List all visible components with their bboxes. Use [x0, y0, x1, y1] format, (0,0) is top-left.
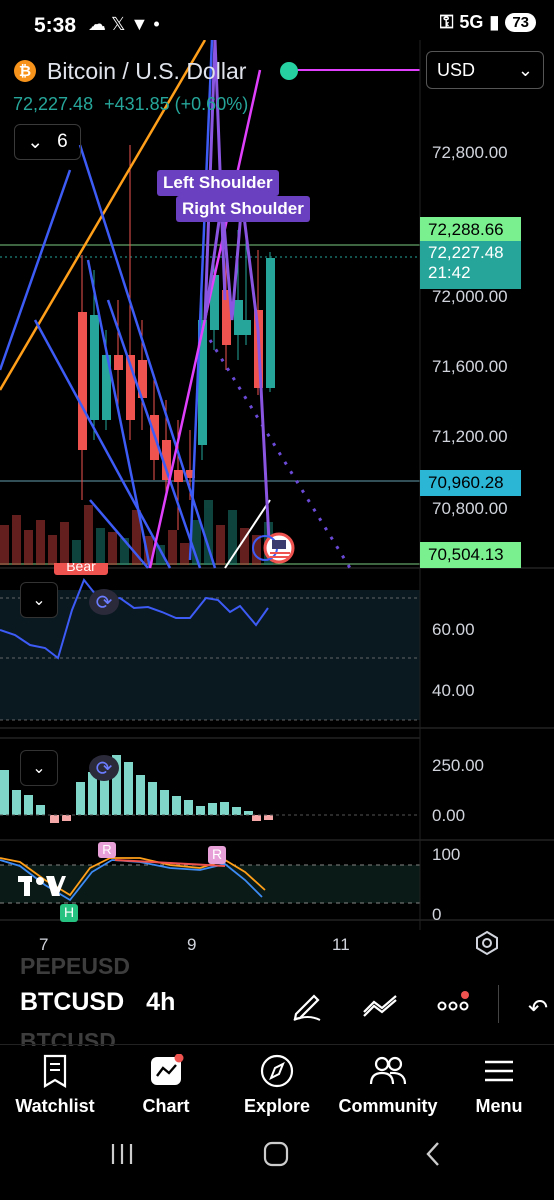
- nav-label: Explore: [243, 1096, 311, 1116]
- chevron-down-icon: ⌄: [27, 131, 44, 153]
- head-shoulders-pattern: [203, 199, 272, 561]
- stoch-axis-label: 0: [432, 905, 442, 924]
- stoch-k-line: [0, 857, 266, 897]
- symbol-ghost-below: BTCUSD: [20, 1028, 116, 1046]
- nav-label: Chart: [142, 1096, 190, 1116]
- stoch-marker-r: R: [208, 846, 226, 864]
- symbol-title[interactable]: Bitcoin / U.S. Dollar: [47, 58, 247, 84]
- price-change: +431.85 (+0.60%): [104, 94, 249, 114]
- nav-community[interactable]: Community: [333, 1054, 443, 1117]
- current-price-value: 72,227.48: [428, 243, 504, 262]
- volume-bars: [0, 500, 273, 565]
- stoch-band: [0, 865, 420, 903]
- blue-trendline-3: [0, 169, 72, 371]
- macd-axis-label: 250.00: [432, 756, 484, 775]
- network-type: 5G: [459, 12, 484, 32]
- chart-icon: [151, 1054, 184, 1085]
- rsi-line: [0, 578, 269, 660]
- compass-icon: [260, 1054, 294, 1088]
- price-axis-label: 71,600.00: [432, 357, 508, 376]
- key-icon: ⚿: [439, 12, 454, 32]
- price-tag-blue: 70,960.28: [420, 470, 521, 496]
- nav-divider: [0, 1044, 554, 1045]
- symbol-ghost-above: PEPEUSD: [20, 958, 130, 979]
- bitcoin-icon: ₿: [14, 60, 36, 82]
- macd-axis-label: 0.00: [432, 806, 466, 825]
- blue-trendline-2: [33, 319, 172, 569]
- settings-icon[interactable]: [474, 930, 500, 961]
- rsi-axis-label: 60.00: [432, 620, 475, 639]
- undo-icon[interactable]: ↶: [528, 995, 549, 1022]
- rsi-axis-label: 40.00: [432, 681, 475, 700]
- bear-label[interactable]: Bear: [54, 563, 108, 575]
- status-bar: 5:38 ☁ 𝕏 ▼ • ⚿ 5G ▮ 73: [0, 0, 554, 52]
- chevron-down-icon: ⌄: [32, 760, 46, 777]
- refresh-icon[interactable]: ⟳: [89, 755, 119, 781]
- macd-histogram: [0, 755, 253, 815]
- chevron-down-icon: ⌄: [517, 59, 533, 80]
- chevron-down-icon: ⌄: [32, 592, 46, 609]
- refresh-icon[interactable]: ⟳: [89, 589, 119, 615]
- trend-lines: [0, 40, 352, 569]
- price-axis-label: 70,800.00: [432, 499, 508, 518]
- interval-label[interactable]: 4h: [146, 988, 176, 1016]
- current-price-tag: 72,227.48 21:42: [420, 241, 521, 289]
- recent-apps-icon[interactable]: [108, 1140, 136, 1173]
- price-tag-lower: 70,504.13: [420, 542, 521, 568]
- last-price: 72,227.48: [13, 94, 94, 114]
- currency-select[interactable]: USD ⌄: [426, 51, 544, 89]
- time-axis-label: 9: [187, 935, 197, 954]
- home-icon[interactable]: [262, 1140, 290, 1173]
- nav-menu[interactable]: Menu: [444, 1054, 554, 1117]
- price-tag-upper: 72,288.66: [420, 217, 521, 243]
- symbol-row[interactable]: BTCUSD 4h: [20, 988, 175, 1017]
- right-shoulder-label[interactable]: Right Shoulder: [176, 196, 310, 222]
- stoch-axis-label: 100: [432, 845, 461, 864]
- left-shoulder-label[interactable]: Left Shoulder: [157, 170, 279, 196]
- indicators-icon[interactable]: [362, 992, 400, 1023]
- signal-icon: ▮: [489, 12, 500, 32]
- price-summary: 72,227.48 +431.85 (+0.60%): [13, 94, 248, 115]
- notification-icons: ☁ 𝕏 ▼ •: [88, 14, 160, 34]
- hamburger-menu-icon: [485, 1060, 513, 1082]
- price-axis-label: 71,200.00: [432, 427, 508, 446]
- status-time: 5:38: [34, 14, 77, 37]
- draw-pencil-icon[interactable]: [290, 988, 324, 1027]
- toolbar-divider: [498, 985, 499, 1023]
- time-axis-label: 11: [332, 935, 350, 954]
- current-time-value: 21:42: [428, 263, 471, 282]
- battery-level: 73: [505, 13, 536, 32]
- stoch-marker-r: R: [98, 842, 116, 858]
- indicator-count: 6: [57, 131, 68, 152]
- nav-label: Menu: [475, 1096, 523, 1116]
- nav-label: Community: [338, 1096, 438, 1116]
- symbol-name[interactable]: BTCUSD: [20, 988, 125, 1016]
- indicator-collapse-button[interactable]: ⌄ 6: [14, 124, 81, 160]
- nav-watchlist[interactable]: Watchlist: [0, 1054, 110, 1117]
- price-axis-label: 72,000.00: [432, 287, 508, 306]
- dotted-neckline: [208, 339, 352, 569]
- price-axis-label: 72,800.00: [432, 143, 508, 162]
- currency-value: USD: [437, 59, 476, 80]
- stoch-marker-h: H: [60, 904, 78, 922]
- rsi-collapse-button[interactable]: ⌄: [20, 582, 58, 618]
- white-line: [224, 499, 271, 569]
- chart-canvas[interactable]: [0, 40, 554, 960]
- macd-collapse-button[interactable]: ⌄: [20, 750, 58, 786]
- watchlist-icon: [43, 1054, 67, 1088]
- nav-chart[interactable]: Chart: [111, 1054, 221, 1117]
- rsi-pane-bg: [0, 590, 420, 720]
- status-right: ⚿ 5G ▮ 73: [440, 12, 536, 33]
- series-dot: [280, 62, 298, 80]
- nav-label: Watchlist: [15, 1096, 95, 1116]
- tradingview-logo: [18, 874, 66, 905]
- nav-explore[interactable]: Explore: [222, 1054, 332, 1117]
- time-axis-label: 7: [39, 935, 49, 954]
- community-icon: [369, 1056, 407, 1085]
- more-options-icon[interactable]: [436, 990, 472, 1025]
- back-icon[interactable]: [420, 1140, 448, 1173]
